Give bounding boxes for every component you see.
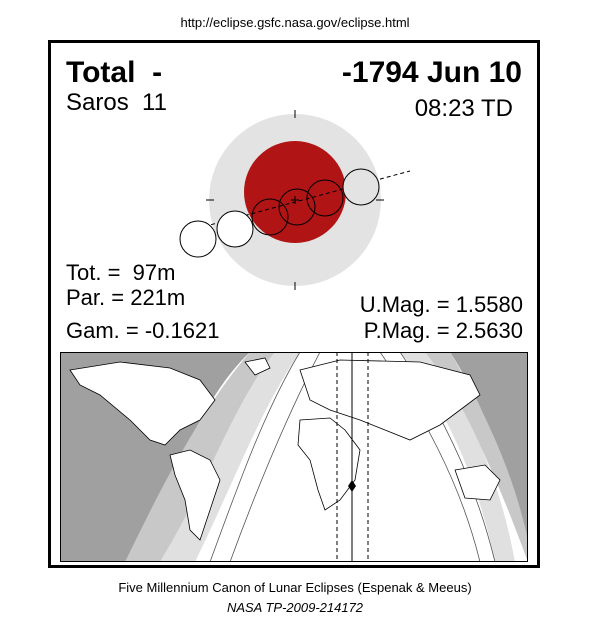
total-duration: Tot. = 97m bbox=[66, 260, 175, 285]
world-map bbox=[60, 352, 528, 562]
source-url: http://eclipse.gsfc.nasa.gov/eclipse.htm… bbox=[180, 15, 409, 30]
greatest-eclipse-marker bbox=[348, 480, 356, 492]
map-border bbox=[60, 352, 528, 562]
credit: Five Millennium Canon of Lunar Eclipses … bbox=[118, 580, 471, 595]
gamma: Gam. = -0.1621 bbox=[66, 318, 219, 343]
partial-zone bbox=[400, 352, 515, 562]
eclipse-time: 08:23 TD bbox=[415, 95, 513, 122]
partial-duration: Par. = 221m bbox=[66, 285, 185, 310]
moon bbox=[251, 198, 289, 236]
moon bbox=[216, 210, 254, 248]
moon bbox=[306, 179, 344, 217]
shadow-diagram bbox=[179, 110, 411, 290]
eclipse-date: -1794 Jun 10 bbox=[342, 56, 522, 89]
umbra bbox=[244, 141, 346, 243]
moon bbox=[179, 220, 217, 258]
night-region bbox=[450, 352, 528, 562]
moon-positions bbox=[179, 168, 380, 258]
eclipse-type: Total - bbox=[66, 56, 162, 89]
continents bbox=[69, 357, 501, 541]
moon bbox=[342, 168, 380, 206]
reference: NASA TP-2009-214172 bbox=[227, 600, 364, 615]
moon bbox=[278, 188, 316, 226]
saros: Saros 11 bbox=[66, 89, 167, 116]
penumbral-magnitude: P.Mag. = 2.5630 bbox=[364, 318, 523, 343]
umbral-magnitude: U.Mag. = 1.5580 bbox=[360, 292, 523, 317]
